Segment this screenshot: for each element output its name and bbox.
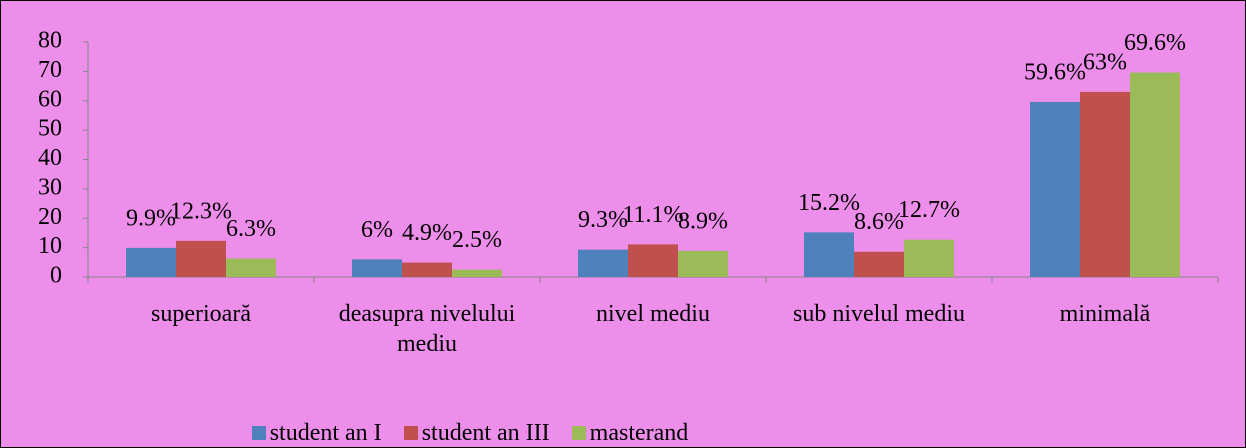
data-label: 6.3%: [226, 216, 276, 242]
bar: [352, 259, 402, 277]
x-tick-label: nivel mediu: [596, 301, 710, 327]
y-tick-label: 0: [50, 263, 62, 289]
legend-item: student an III: [403, 420, 550, 447]
data-label: 11.1%: [622, 202, 683, 228]
data-label: 69.6%: [1124, 30, 1186, 56]
x-label-box: superioară: [151, 301, 251, 327]
legend-item: student an I: [251, 420, 382, 447]
legend-label: student an I: [269, 420, 382, 446]
legend: student an I student an III masterand: [0, 420, 940, 447]
bar: [628, 244, 678, 277]
data-label: 59.6%: [1024, 59, 1086, 85]
bar: [1130, 72, 1180, 277]
bar: [126, 247, 176, 277]
bar: [854, 251, 904, 277]
x-label-box: nivel mediu: [596, 301, 710, 327]
y-tick-label: 30: [38, 174, 62, 200]
x-tick-label: sub nivelul mediu: [793, 301, 965, 327]
y-tick-label: 40: [38, 145, 62, 171]
legend-label: masterand: [589, 420, 689, 446]
bar: [904, 239, 954, 277]
bar: [1030, 101, 1080, 277]
data-label: 2.5%: [452, 227, 502, 253]
x-tick-label: deasupra nivelului mediu: [338, 301, 516, 357]
bar: [578, 249, 628, 277]
bar: [176, 240, 226, 277]
bar: [678, 250, 728, 277]
data-label: 6%: [361, 217, 393, 243]
y-tick-label: 80: [38, 28, 62, 54]
data-label: 8.9%: [678, 208, 728, 234]
legend-item: masterand: [571, 420, 689, 447]
legend-box: student an I student an III masterand: [0, 420, 940, 447]
data-label: 9.3%: [578, 207, 628, 233]
legend-swatch: [403, 426, 418, 440]
y-tick-label: 20: [38, 204, 62, 230]
legend-swatch: [251, 426, 266, 440]
y-tick-label: 10: [38, 233, 62, 259]
x-label-box: deasupra nivelului mediu: [338, 301, 516, 357]
bar: [1080, 91, 1130, 277]
y-tick-label: 70: [38, 57, 62, 83]
data-label: 15.2%: [798, 190, 860, 216]
bar: [402, 262, 452, 277]
x-tick-label: superioară: [151, 301, 251, 327]
legend-swatch: [571, 426, 586, 440]
data-label: 9.9%: [126, 205, 176, 231]
x-label-box: minimală: [1059, 301, 1151, 327]
x-label-box: sub nivelul mediu: [793, 301, 965, 327]
data-label: 8.6%: [854, 209, 904, 235]
bar: [452, 269, 502, 277]
x-tick-label: minimală: [1059, 301, 1151, 327]
y-tick-label: 60: [38, 86, 62, 112]
data-label: 63%: [1083, 49, 1127, 75]
bar: [804, 232, 854, 277]
y-tick-label: 50: [38, 116, 62, 142]
data-label: 12.7%: [898, 197, 960, 223]
bar: [226, 258, 276, 277]
data-label: 4.9%: [402, 220, 452, 246]
legend-label: student an III: [421, 420, 550, 446]
data-label: 12.3%: [170, 198, 232, 224]
